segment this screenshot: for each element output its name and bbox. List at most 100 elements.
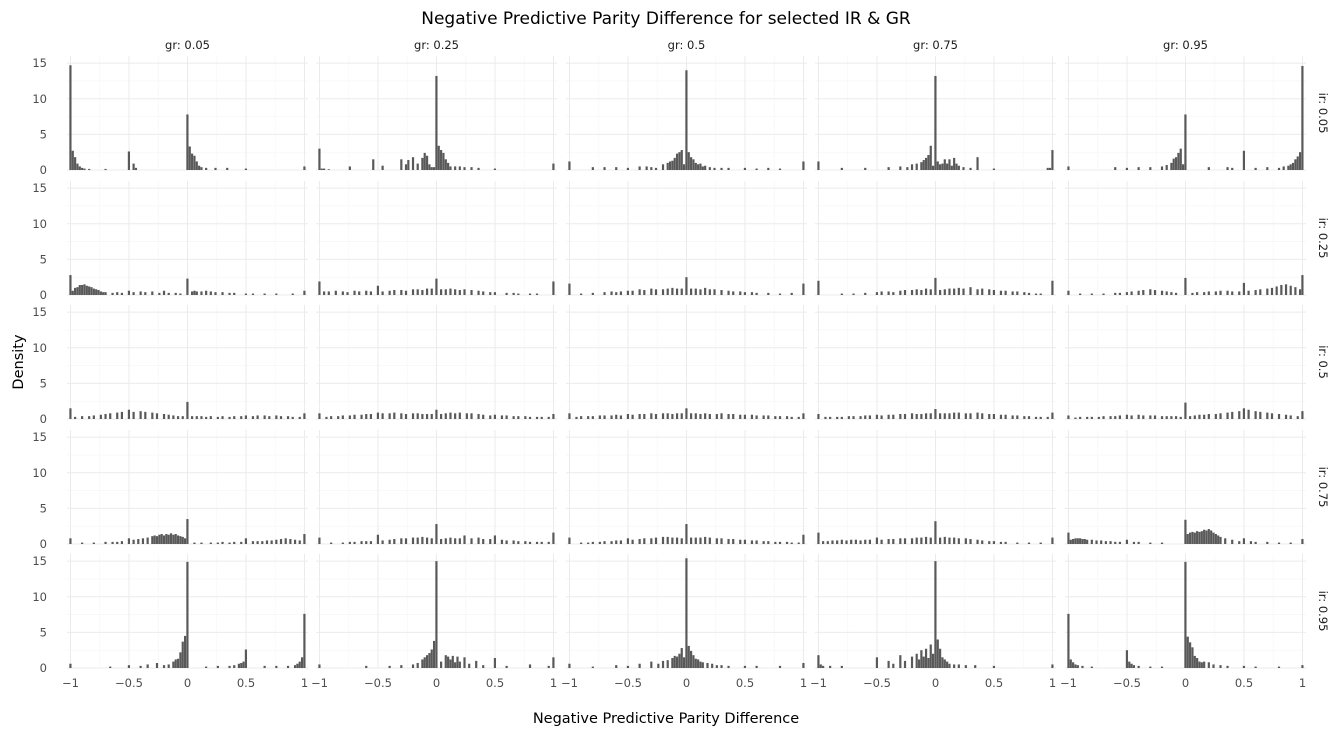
histogram-bar [615, 414, 618, 419]
histogram-bar [158, 534, 161, 544]
histogram-bar [186, 519, 189, 544]
histogram-bar [988, 289, 991, 295]
x-tick-label: 0 [683, 676, 690, 690]
histogram-bar [899, 655, 902, 668]
histogram-bar [512, 540, 515, 544]
histogram-bar [1298, 289, 1302, 295]
histogram-bar [540, 416, 543, 419]
histogram-bar [444, 538, 447, 544]
histogram-bar [1254, 666, 1257, 668]
histogram-bar [88, 286, 91, 295]
histogram-bar [146, 537, 149, 544]
histogram-bar [256, 541, 259, 544]
histogram-bar [1095, 540, 1098, 544]
histogram-bar [493, 292, 497, 295]
histogram-bar [216, 665, 219, 668]
histogram-bar [323, 168, 326, 170]
histogram-bar [1048, 167, 1052, 170]
histogram-bar [826, 541, 829, 544]
histogram-bar [1200, 531, 1203, 544]
histogram-bar [992, 414, 996, 419]
histogram-bar [1118, 292, 1122, 295]
histogram-bar [183, 538, 187, 544]
histogram-bar [477, 537, 480, 544]
histogram-bar [535, 541, 539, 544]
histogram-bar [193, 155, 196, 170]
histogram-bar [1214, 291, 1217, 295]
histogram-bar [275, 415, 278, 419]
histogram-bar [802, 534, 805, 544]
histogram-bar [1174, 416, 1178, 419]
histogram-bar [939, 164, 942, 170]
histogram-bar [610, 415, 613, 419]
histogram-bar [214, 292, 217, 295]
x-tick-label: 1 [301, 676, 308, 690]
histogram-bar [903, 290, 907, 295]
histogram-bar [369, 291, 373, 295]
facet-panel-ir-0.75-gr-0.5 [566, 430, 807, 545]
facet-panel-ir-0.75-gr-0.05: 0 5 10 15 [32, 430, 308, 551]
histogram-bar [425, 655, 429, 668]
histogram-bar [626, 167, 630, 170]
histogram-bar [682, 164, 686, 170]
histogram-bar [1074, 664, 1077, 668]
histogram-bar [1196, 531, 1199, 544]
histogram-bar [1072, 662, 1075, 668]
histogram-bar [910, 164, 914, 170]
histogram-bar [172, 415, 175, 419]
histogram-bar [1149, 666, 1152, 668]
histogram-bar [626, 538, 630, 544]
histogram-bar [341, 415, 344, 419]
histogram-bar [99, 291, 102, 295]
histogram-bar [817, 161, 820, 170]
histogram-bar [1027, 416, 1031, 419]
histogram-bar [167, 414, 170, 419]
histogram-bar [1259, 411, 1262, 420]
histogram-bar [685, 277, 688, 295]
histogram-bar [505, 415, 508, 419]
histogram-bar [186, 114, 189, 170]
histogram-bar [1184, 402, 1187, 419]
facet-panel-ir-0.75-gr-0.25 [316, 430, 557, 545]
histogram-bar [1198, 661, 1201, 668]
histogram-bar [174, 659, 177, 668]
histogram-bar [111, 292, 114, 295]
histogram-bar [671, 537, 674, 544]
histogram-bar [591, 541, 594, 544]
histogram-bar [1114, 167, 1117, 170]
histogram-bar [727, 290, 730, 295]
x-tick-label: 0.5 [736, 676, 754, 690]
histogram-bar [661, 289, 665, 295]
histogram-bar [929, 413, 932, 419]
histogram-bar [1196, 658, 1199, 668]
histogram-bar [279, 539, 283, 544]
histogram-bar [400, 290, 403, 295]
histogram-bar [694, 537, 697, 544]
histogram-bar [743, 414, 747, 419]
x-tick-label: −0.5 [364, 676, 392, 690]
histogram-bar [880, 291, 883, 295]
histogram-bar [934, 277, 937, 295]
strip-label-ir: ir: 0.95 [1316, 591, 1330, 632]
histogram-bar [619, 291, 623, 295]
strip-label-gr: gr: 0.95 [1163, 38, 1208, 52]
histogram-bar [505, 540, 508, 544]
histogram-bar [603, 415, 606, 419]
histogram-bar [650, 167, 653, 170]
histogram-bar [437, 145, 440, 170]
histogram-bar [1184, 561, 1187, 668]
histogram-bar [205, 416, 208, 419]
histogram-bar [1130, 663, 1133, 668]
histogram-bar [910, 290, 914, 295]
histogram-bar [1219, 665, 1222, 668]
histogram-bar [840, 167, 843, 170]
histogram-bar [1231, 539, 1234, 544]
histogram-bar [934, 561, 937, 669]
histogram-bar [943, 659, 946, 668]
histogram-bar [704, 287, 707, 296]
histogram-bar [104, 168, 107, 170]
histogram-bar [1016, 542, 1019, 544]
histogram-bar [868, 539, 872, 544]
histogram-bar [864, 539, 867, 544]
histogram-bar [233, 292, 236, 295]
